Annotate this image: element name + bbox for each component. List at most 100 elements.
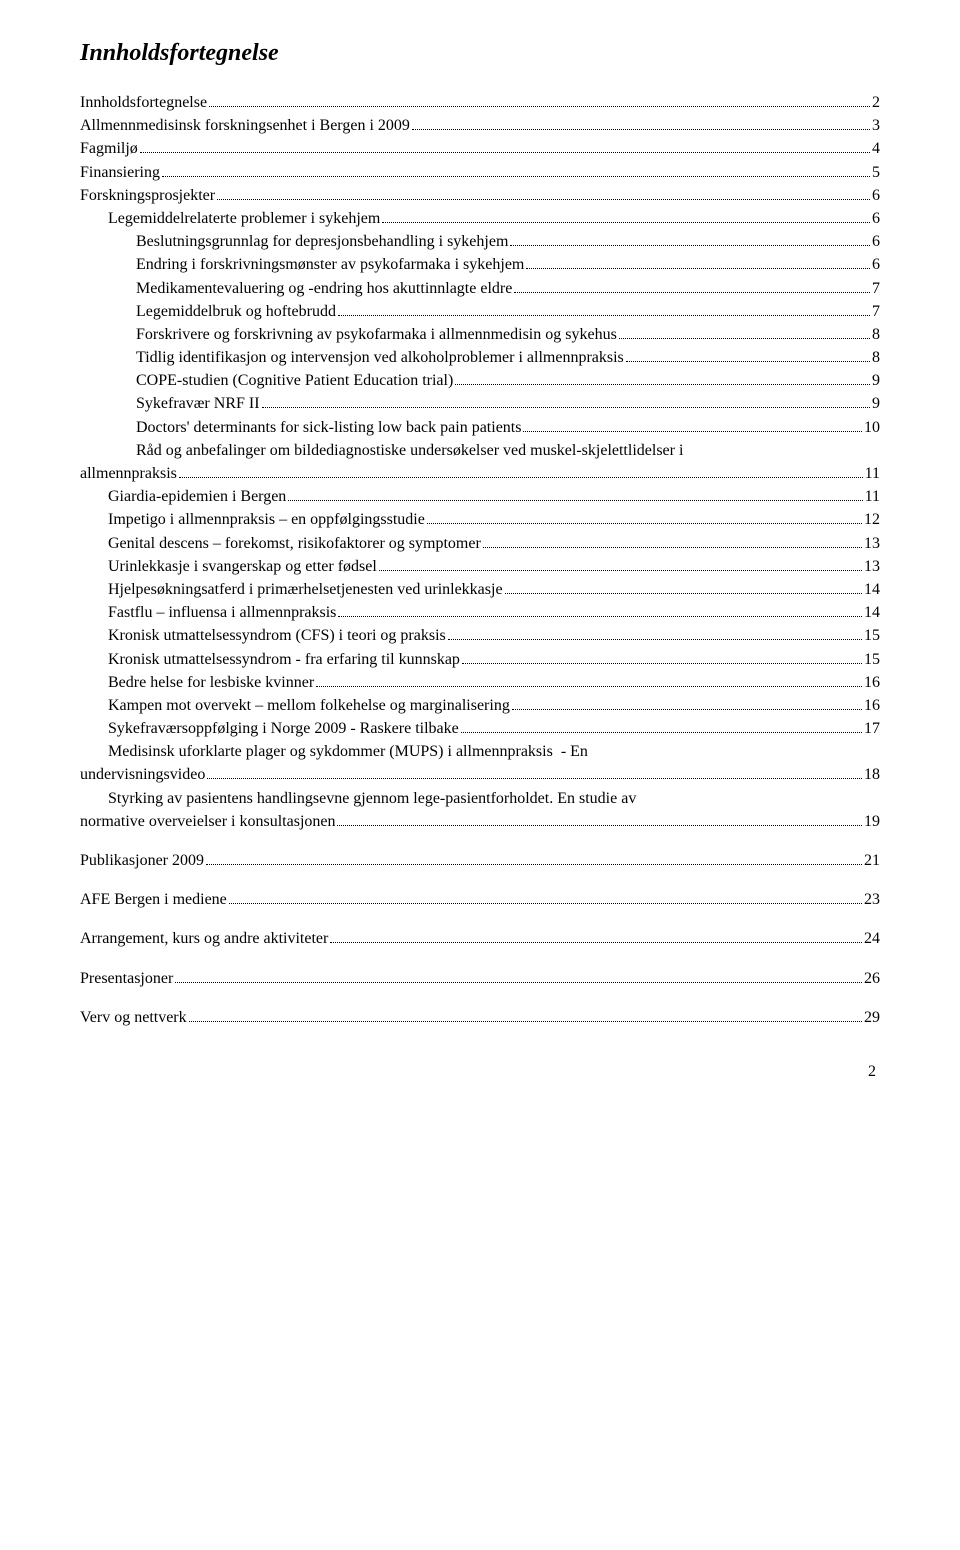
toc-leader-dots	[175, 971, 862, 982]
toc-leader-dots	[262, 397, 870, 408]
toc-page-number: 13	[864, 555, 880, 578]
toc-group: Presentasjoner 26	[80, 967, 880, 990]
toc-page-number: 8	[872, 346, 880, 369]
toc-entry: Forskrivere og forskrivning av psykofarm…	[80, 323, 880, 346]
toc-entry: Sykefraværsoppfølging i Norge 2009 - Ras…	[80, 717, 880, 740]
toc-label: normative overveielser i konsultasjonen	[80, 810, 335, 833]
toc-label: Finansiering	[80, 161, 160, 184]
toc-page-number: 29	[864, 1006, 880, 1029]
toc-leader-dots	[455, 374, 870, 385]
toc-group: Publikasjoner 2009 21	[80, 849, 880, 872]
toc-page-number: 18	[864, 763, 880, 786]
toc-page-number: 23	[864, 888, 880, 911]
toc-label: Impetigo i allmennpraksis – en oppfølgin…	[108, 508, 425, 531]
toc-entry: Impetigo i allmennpraksis – en oppfølgin…	[80, 508, 880, 531]
toc-entry: Endring i forskrivningsmønster av psykof…	[80, 253, 880, 276]
toc-leader-dots	[382, 212, 870, 223]
toc-label: Doctors' determinants for sick-listing l…	[136, 416, 521, 439]
toc-leader-dots	[330, 932, 862, 943]
toc-label: undervisningsvideo	[80, 763, 205, 786]
toc-label: Forskningsprosjekter	[80, 184, 215, 207]
toc-leader-dots	[337, 814, 862, 825]
toc-page-number: 3	[872, 114, 880, 137]
toc-label: Allmennmedisinsk forskningsenhet i Berge…	[80, 114, 410, 137]
toc-label: Endring i forskrivningsmønster av psykof…	[136, 253, 524, 276]
toc-leader-dots	[209, 96, 870, 107]
toc-page-number: 16	[864, 671, 880, 694]
page-container: Innholdsfortegnelse Innholdsfortegnelse …	[0, 0, 960, 1111]
toc-page-number: 4	[872, 137, 880, 160]
toc-label: Arrangement, kurs og andre aktiviteter	[80, 927, 328, 950]
toc-label: Sykefravær NRF II	[136, 392, 260, 415]
toc-leader-dots	[619, 327, 870, 338]
toc-leader-dots	[483, 536, 862, 547]
toc-leader-dots	[379, 559, 862, 570]
toc-entry: allmennpraksis 11	[80, 462, 880, 485]
toc-label: allmennpraksis	[80, 462, 177, 485]
toc-page-number: 5	[872, 161, 880, 184]
toc-page-number: 10	[864, 416, 880, 439]
toc-label: Forskrivere og forskrivning av psykofarm…	[136, 323, 617, 346]
toc-label: Legemiddelrelaterte problemer i sykehjem	[108, 207, 380, 230]
toc-leader-dots	[523, 420, 862, 431]
toc-label: Styrking av pasientens handlingsevne gje…	[108, 787, 636, 810]
toc-label: Genital descens – forekomst, risikofakto…	[108, 532, 481, 555]
toc-entry: Fagmiljø 4	[80, 137, 880, 160]
toc-label: Beslutningsgrunnlag for depresjonsbehand…	[136, 230, 508, 253]
toc-entry: Arrangement, kurs og andre aktiviteter 2…	[80, 927, 880, 950]
toc-leader-dots	[217, 188, 870, 199]
toc-entry: Medikamentevaluering og -endring hos aku…	[80, 277, 880, 300]
toc-label: Kampen mot overvekt – mellom folkehelse …	[108, 694, 510, 717]
toc-entry: normative overveielser i konsultasjonen …	[80, 810, 880, 833]
toc-leader-dots	[338, 606, 862, 617]
toc-page-number: 9	[872, 392, 880, 415]
toc-entry: AFE Bergen i mediene 23	[80, 888, 880, 911]
toc-leader-dots	[505, 583, 862, 594]
toc-leader-dots	[412, 119, 870, 130]
toc-entry: Verv og nettverk 29	[80, 1006, 880, 1029]
table-of-contents: Innholdsfortegnelse 2Allmennmedisinsk fo…	[80, 91, 880, 1029]
toc-label: Medisinsk uforklarte plager og sykdommer…	[108, 740, 588, 763]
toc-page-number: 24	[864, 927, 880, 950]
toc-page-number: 15	[864, 648, 880, 671]
toc-label: Bedre helse for lesbiske kvinner	[108, 671, 314, 694]
toc-page-number: 12	[864, 508, 880, 531]
toc-entry: Sykefravær NRF II 9	[80, 392, 880, 415]
toc-page-number: 9	[872, 369, 880, 392]
toc-entry: Kronisk utmattelsessyndrom (CFS) i teori…	[80, 624, 880, 647]
toc-entry: COPE-studien (Cognitive Patient Educatio…	[80, 369, 880, 392]
toc-entry: Kampen mot overvekt – mellom folkehelse …	[80, 694, 880, 717]
toc-entry: Legemiddelrelaterte problemer i sykehjem…	[80, 207, 880, 230]
toc-page-number: 7	[872, 277, 880, 300]
toc-leader-dots	[229, 893, 862, 904]
toc-entry: Tidlig identifikasjon og intervensjon ve…	[80, 346, 880, 369]
toc-label: COPE-studien (Cognitive Patient Educatio…	[136, 369, 453, 392]
toc-leader-dots	[316, 675, 862, 686]
page-number-footer: 2	[80, 1063, 880, 1081]
toc-entry: Råd og anbefalinger om bildediagnostiske…	[80, 439, 880, 462]
toc-label: Kronisk utmattelsessyndrom (CFS) i teori…	[108, 624, 446, 647]
toc-label: Tidlig identifikasjon og intervensjon ve…	[136, 346, 624, 369]
toc-entry: Urinlekkasje i svangerskap og etter føds…	[80, 555, 880, 578]
toc-leader-dots	[512, 698, 862, 709]
toc-page-number: 26	[864, 967, 880, 990]
toc-entry: Forskningsprosjekter 6	[80, 184, 880, 207]
toc-leader-dots	[179, 467, 863, 478]
toc-leader-dots	[427, 513, 862, 524]
toc-page-number: 6	[872, 230, 880, 253]
toc-page-number: 6	[872, 184, 880, 207]
toc-entry: Medisinsk uforklarte plager og sykdommer…	[80, 740, 880, 763]
toc-page-number: 16	[864, 694, 880, 717]
toc-leader-dots	[461, 722, 862, 733]
toc-label: Presentasjoner	[80, 967, 173, 990]
toc-leader-dots	[140, 142, 870, 153]
page-title: Innholdsfortegnelse	[80, 40, 880, 67]
toc-entry: Allmennmedisinsk forskningsenhet i Berge…	[80, 114, 880, 137]
toc-leader-dots	[462, 652, 862, 663]
toc-page-number: 19	[864, 810, 880, 833]
toc-group: Arrangement, kurs og andre aktiviteter 2…	[80, 927, 880, 950]
toc-label: Urinlekkasje i svangerskap og etter føds…	[108, 555, 377, 578]
toc-leader-dots	[206, 854, 862, 865]
toc-label: Sykefraværsoppfølging i Norge 2009 - Ras…	[108, 717, 459, 740]
toc-leader-dots	[510, 235, 870, 246]
